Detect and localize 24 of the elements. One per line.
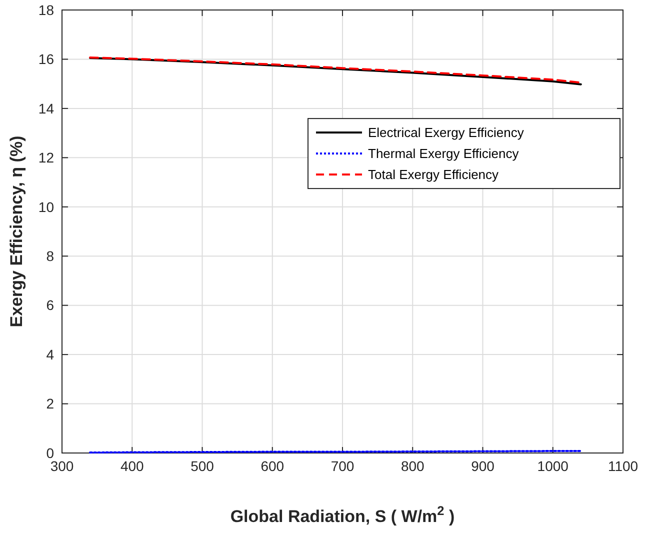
legend-label: Electrical Exergy Efficiency bbox=[368, 125, 524, 140]
y-tick-label: 18 bbox=[38, 2, 54, 18]
y-tick-label: 0 bbox=[46, 444, 54, 461]
legend-label: Total Exergy Efficiency bbox=[368, 167, 500, 182]
y-tick-label: 8 bbox=[46, 248, 54, 264]
x-axis-title: Global Radiation, S ( W/m$^{2}$ ) bbox=[230, 502, 455, 526]
x-tick-label: 1000 bbox=[537, 458, 569, 474]
x-tick-label: 300 bbox=[50, 458, 74, 474]
x-tick-label: 400 bbox=[120, 458, 144, 474]
y-tick-label: 12 bbox=[38, 150, 54, 166]
y-tick-label: 4 bbox=[46, 346, 54, 362]
x-tick-label: 1100 bbox=[608, 458, 638, 474]
y-tick-label: 2 bbox=[46, 396, 54, 412]
x-tick-label: 500 bbox=[190, 458, 214, 474]
x-tick-label: 900 bbox=[471, 458, 495, 474]
legend-label: Thermal Exergy Efficiency bbox=[368, 146, 520, 162]
y-tick-label: 6 bbox=[46, 297, 54, 314]
x-tick-label: 800 bbox=[400, 458, 425, 474]
y-tick-label: 10 bbox=[38, 198, 54, 215]
y-tick-label: 14 bbox=[38, 100, 54, 116]
x-tick-label: 700 bbox=[330, 458, 354, 474]
y-tick-label: 16 bbox=[38, 51, 54, 68]
y-axis-title: Exergy Efficiency, η (%) bbox=[7, 136, 26, 328]
x-tick-label: 600 bbox=[260, 458, 284, 474]
